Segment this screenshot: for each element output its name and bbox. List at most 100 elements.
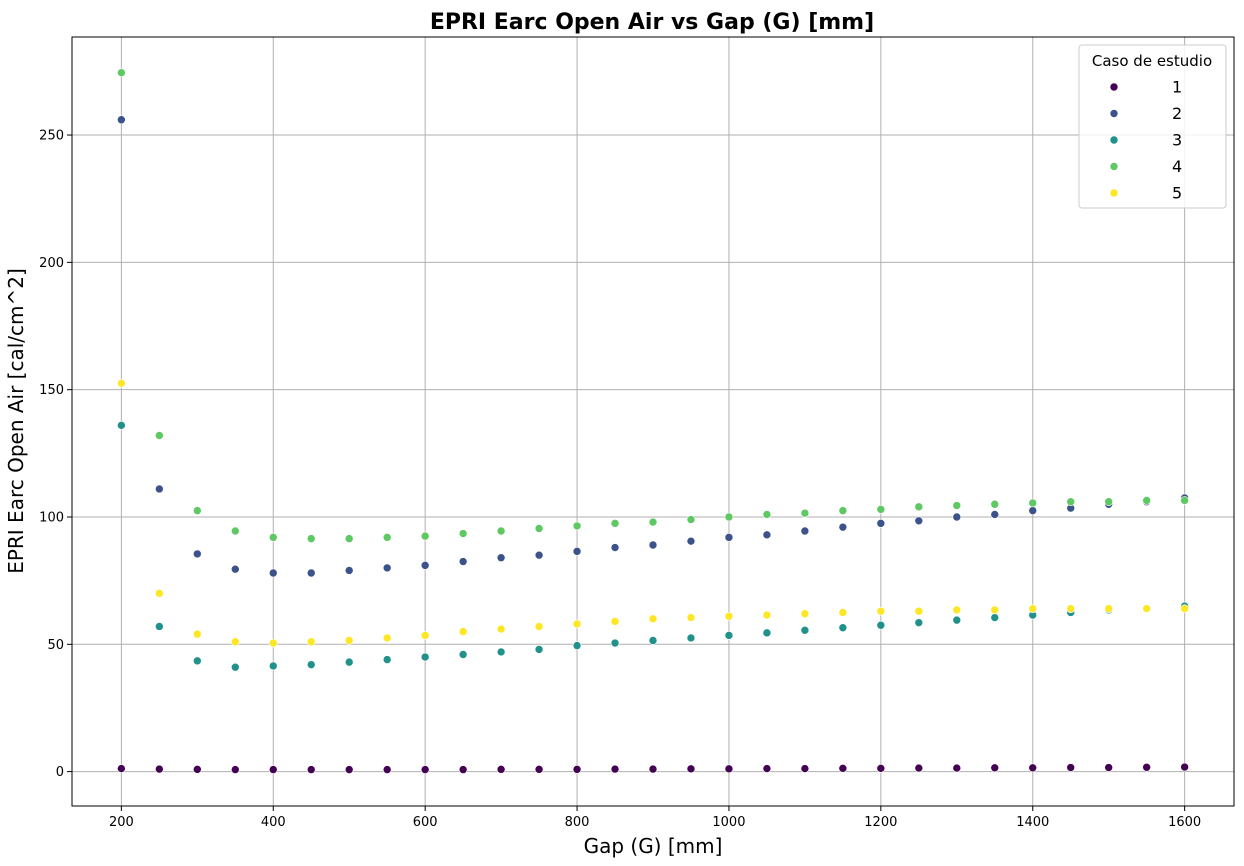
series-4 bbox=[117, 68, 1189, 543]
data-point bbox=[155, 431, 164, 440]
data-point bbox=[1066, 497, 1076, 507]
data-point bbox=[648, 636, 658, 645]
data-point bbox=[268, 568, 278, 578]
data-point bbox=[800, 526, 810, 536]
data-point bbox=[382, 533, 392, 542]
data-point bbox=[762, 764, 772, 773]
data-point bbox=[230, 564, 240, 574]
data-point bbox=[990, 763, 1000, 773]
data-point bbox=[382, 765, 392, 774]
data-point bbox=[268, 765, 278, 774]
data-point bbox=[610, 543, 620, 552]
data-point bbox=[1142, 604, 1151, 613]
data-point bbox=[230, 765, 240, 774]
legend-label: 4 bbox=[1172, 157, 1182, 176]
axis-ticks: 200 400 600 800 1000 1200 1400 1600 0 50 100 150 200… bbox=[39, 129, 1201, 830]
series-1 bbox=[117, 762, 1189, 774]
data-point bbox=[193, 629, 202, 639]
x-tick-label: 400 bbox=[261, 815, 286, 830]
data-point bbox=[534, 550, 544, 560]
data-point bbox=[1028, 763, 1038, 773]
legend-items: 1 2 3 4 5 bbox=[1109, 78, 1182, 203]
data-point bbox=[1180, 762, 1189, 772]
legend: Caso de estudio 1 2 3 4 5 bbox=[1078, 44, 1227, 209]
x-tick-label: 800 bbox=[565, 815, 590, 830]
data-point bbox=[724, 611, 734, 621]
data-point bbox=[496, 553, 506, 563]
data-point bbox=[306, 568, 316, 578]
data-point bbox=[155, 484, 164, 494]
data-point bbox=[1180, 604, 1189, 613]
data-point bbox=[572, 521, 582, 531]
data-point bbox=[268, 638, 278, 648]
data-point bbox=[420, 765, 430, 774]
legend-marker bbox=[1109, 109, 1119, 118]
data-point bbox=[914, 516, 924, 526]
data-point bbox=[382, 655, 392, 664]
data-point bbox=[117, 379, 126, 388]
data-point bbox=[572, 547, 582, 556]
data-point bbox=[762, 530, 772, 540]
y-axis-label: EPRI Earc Open Air [cal/cm^2] bbox=[4, 268, 28, 574]
data-point bbox=[117, 115, 126, 125]
data-point bbox=[1142, 762, 1151, 772]
data-point bbox=[1142, 496, 1151, 505]
data-point bbox=[762, 510, 772, 519]
y-tick-label: 250 bbox=[39, 129, 64, 144]
data-point bbox=[344, 657, 354, 667]
data-point bbox=[990, 613, 1000, 622]
y-tick-label: 50 bbox=[47, 638, 64, 653]
data-point bbox=[610, 638, 620, 648]
data-point bbox=[420, 631, 430, 640]
x-tick-label: 200 bbox=[109, 815, 134, 830]
data-point bbox=[686, 536, 696, 546]
data-point bbox=[914, 606, 924, 616]
data-point bbox=[800, 764, 810, 773]
data-point bbox=[1104, 604, 1113, 613]
data-point bbox=[344, 534, 354, 543]
data-point bbox=[876, 764, 886, 773]
data-point bbox=[1066, 763, 1076, 772]
data-point bbox=[1180, 496, 1189, 505]
data-point bbox=[420, 561, 430, 570]
data-point bbox=[800, 626, 810, 635]
data-point bbox=[876, 606, 886, 616]
data-point bbox=[724, 764, 734, 774]
plot-frame bbox=[71, 36, 1235, 807]
data-point bbox=[876, 519, 886, 528]
data-point bbox=[155, 764, 164, 774]
data-point bbox=[268, 533, 278, 542]
data-point bbox=[420, 652, 430, 662]
data-point bbox=[534, 645, 544, 654]
data-point bbox=[952, 615, 962, 625]
series-5 bbox=[117, 379, 1189, 648]
data-point bbox=[838, 506, 848, 515]
y-tick-label: 200 bbox=[39, 256, 64, 271]
data-point bbox=[800, 609, 810, 619]
data-point bbox=[686, 613, 696, 622]
data-point bbox=[1028, 498, 1038, 508]
data-point bbox=[306, 534, 316, 543]
data-point bbox=[648, 614, 658, 624]
data-point bbox=[610, 519, 620, 528]
data-point bbox=[155, 622, 164, 631]
data-point bbox=[496, 765, 506, 774]
data-point bbox=[838, 608, 848, 617]
data-point bbox=[724, 533, 734, 542]
legend-marker bbox=[1109, 162, 1119, 171]
data-point bbox=[648, 517, 658, 527]
legend-marker bbox=[1109, 135, 1119, 145]
data-point bbox=[420, 531, 430, 541]
data-point bbox=[914, 502, 924, 512]
data-point bbox=[193, 656, 202, 666]
data-point bbox=[1028, 604, 1038, 613]
data-point bbox=[800, 508, 810, 518]
data-point bbox=[838, 623, 848, 633]
x-tick-label: 1200 bbox=[864, 815, 897, 830]
y-tick-label: 100 bbox=[39, 510, 64, 525]
data-point bbox=[610, 617, 620, 626]
data-point bbox=[496, 624, 506, 634]
data-point bbox=[496, 526, 506, 536]
data-point bbox=[155, 589, 164, 598]
